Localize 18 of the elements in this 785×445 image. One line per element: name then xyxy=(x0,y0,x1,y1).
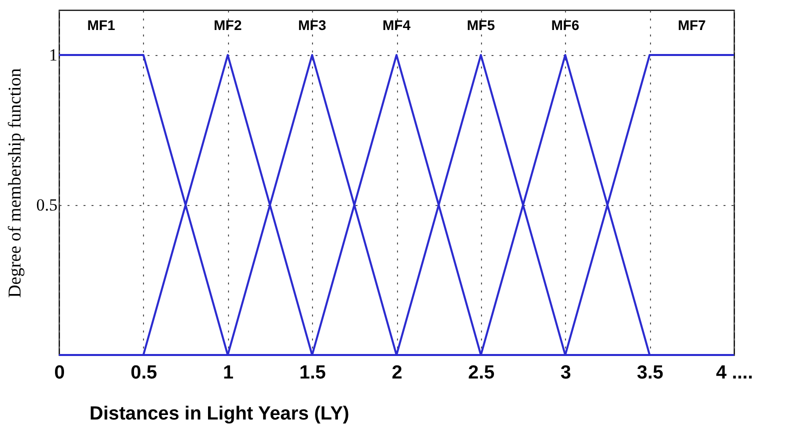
series-label: MF2 xyxy=(214,17,242,33)
series-label: MF1 xyxy=(87,17,116,33)
x-tick-label: 3.5 xyxy=(636,362,664,384)
x-tick-label: 2 xyxy=(392,362,402,384)
x-axis-title: Distances in Light Years (LY) xyxy=(90,404,350,424)
x-tick-label: 2.5 xyxy=(468,362,496,384)
series-label: MF4 xyxy=(382,17,411,33)
x-tick-label: 3 xyxy=(560,362,572,384)
series-label: MF7 xyxy=(678,17,706,33)
series-label: MF5 xyxy=(466,17,496,33)
series-label: MF3 xyxy=(298,17,326,33)
y-axis-title: Degree of membership function xyxy=(4,68,24,298)
x-tick-label: 1 xyxy=(222,362,234,384)
x-tick-label: 1.5 xyxy=(299,362,326,384)
x-tick-label: 0 xyxy=(54,362,65,384)
x-tick-label: 0.5 xyxy=(130,362,158,384)
series-label: MF6 xyxy=(551,17,580,33)
x-tick-label: 4 .... xyxy=(716,362,753,384)
